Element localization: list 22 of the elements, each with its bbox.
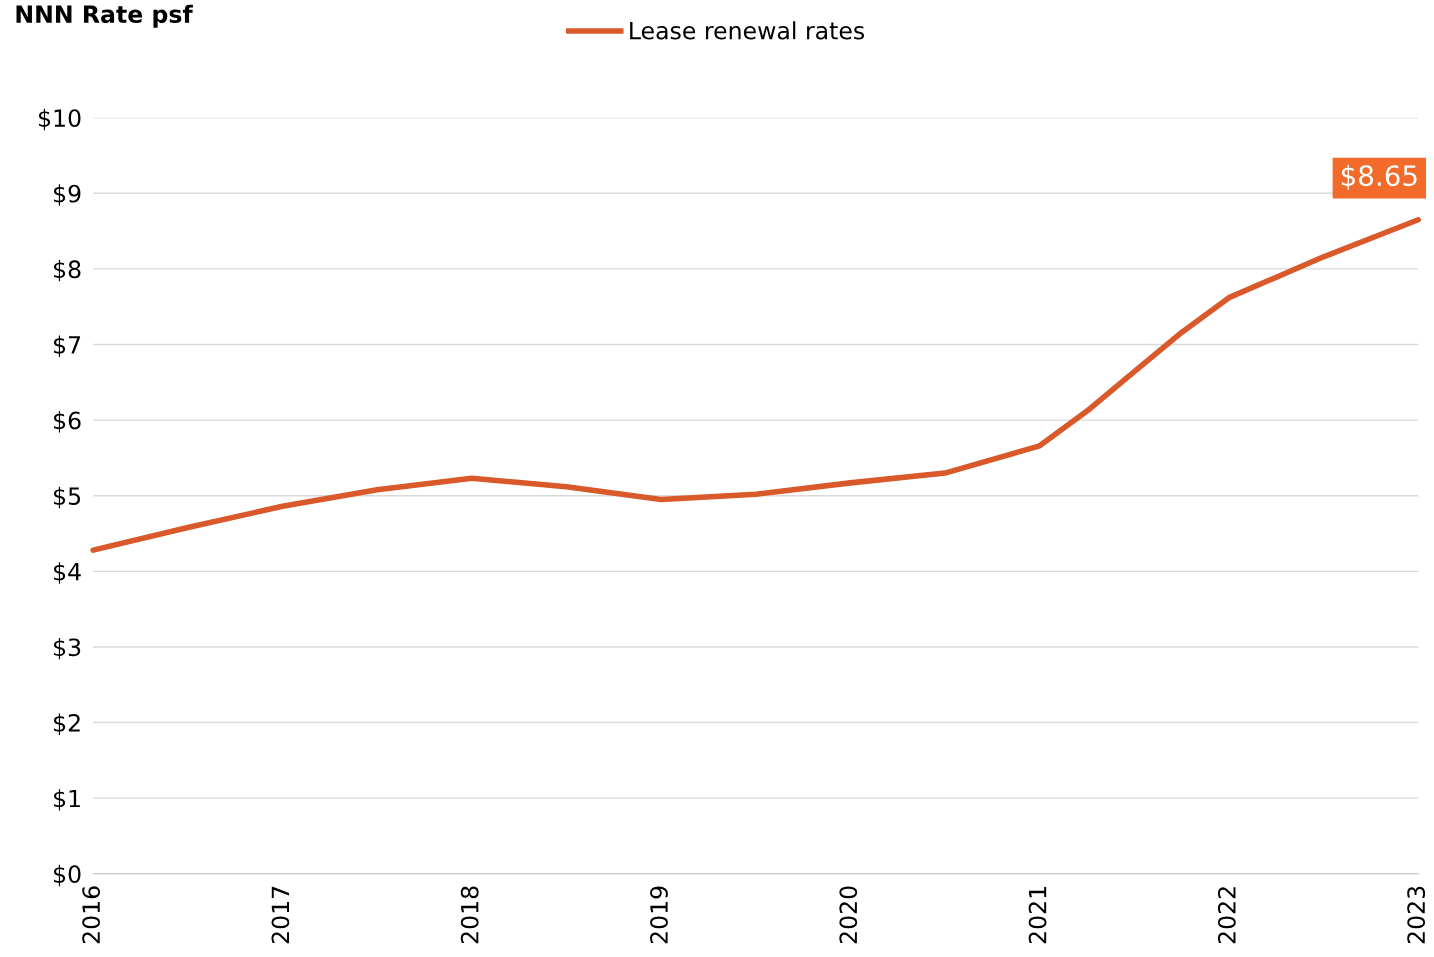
y-tick-label: $10: [38, 108, 81, 131]
annotation: $8.65: [1341, 164, 1417, 190]
x-tick-label: 2020: [839, 886, 858, 944]
x-tick-label: 2022: [1217, 887, 1236, 944]
x-tick-label: 2017: [271, 886, 290, 944]
y-tick-label: $9: [54, 184, 81, 206]
x-tick-label: 2019: [650, 886, 668, 944]
y-tick-label: $1: [54, 789, 80, 811]
x-tick-label: 2016: [82, 886, 101, 944]
y-tick-label: $3: [54, 637, 81, 660]
y-tick-label: $6: [54, 411, 81, 433]
y-tick-label: $0: [54, 864, 81, 887]
x-tick-label: 2023: [1407, 886, 1426, 944]
y-tick-label: $4: [54, 562, 81, 584]
y-tick-label: $2: [54, 713, 80, 735]
y-tick-label: $5: [54, 486, 81, 509]
y-tick-label: $8: [54, 259, 81, 282]
chart-title: NNN Rate psf: [16, 4, 193, 28]
x-tick-label: 2018: [460, 886, 479, 944]
legend-label: Lease renewal rates: [630, 21, 865, 40]
x-tick-label: 2021: [1028, 887, 1047, 944]
y-tick-label: $7: [54, 335, 81, 357]
